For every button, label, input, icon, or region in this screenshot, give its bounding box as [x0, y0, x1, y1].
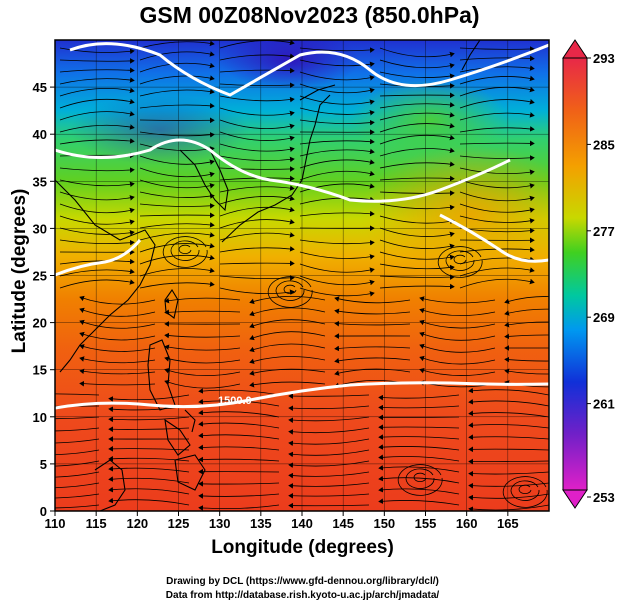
warm-anomaly-ne — [360, 145, 580, 285]
plot-area: 1500.0 — [19, 30, 580, 511]
contour-label-1500: 1500.0 — [218, 395, 252, 407]
x-axis-label: Longitude (degrees) — [0, 537, 605, 559]
x-tick-label: 125 — [168, 516, 190, 531]
y-tick-label: 40 — [33, 127, 47, 142]
cold-anomaly-ne — [350, 80, 510, 160]
y-axis-label: Latitude (degrees) — [9, 181, 31, 361]
colorbar-label: 277 — [593, 224, 615, 239]
colorbar-label: 253 — [593, 490, 615, 505]
x-tick-label: 160 — [456, 516, 478, 531]
colorbar: 293 285 277 269 261 253 — [563, 40, 615, 508]
colorbar-labels: 293 285 277 269 261 253 — [587, 51, 615, 505]
colorbar-bottom-arrow — [563, 490, 587, 508]
x-tick-label: 165 — [497, 516, 519, 531]
colorbar-label: 285 — [593, 137, 615, 152]
page-title: GSM 00Z08Nov2023 (850.0hPa) — [0, 2, 619, 29]
y-tick-label: 20 — [33, 316, 47, 331]
x-tick-label: 135 — [250, 516, 272, 531]
x-tick-label: 110 — [45, 516, 66, 531]
y-tick-labels: 0 5 10 15 20 25 30 35 40 45 — [33, 80, 55, 519]
y-tick-label: 30 — [33, 221, 47, 236]
colorbar-label: 293 — [593, 51, 615, 66]
x-tick-label: 120 — [126, 516, 148, 531]
colorbar-ramp — [563, 58, 587, 490]
y-tick-label: 25 — [33, 269, 47, 284]
x-tick-label: 145 — [332, 516, 354, 531]
x-tick-labels: 110 115 120 125 130 135 140 145 150 155 160 165 — [45, 511, 519, 531]
y-tick-label: 10 — [33, 410, 47, 425]
x-tick-label: 115 — [86, 516, 107, 531]
x-tick-label: 150 — [373, 516, 395, 531]
y-tick-label: 0 — [40, 504, 47, 519]
y-tick-label: 35 — [33, 174, 47, 189]
credit-drawing: Drawing by DCL (https://www.gfd-dennou.o… — [0, 576, 605, 587]
cold-core-west — [70, 95, 250, 165]
y-tick-label: 5 — [40, 457, 47, 472]
credit-data: Data from http://database.rish.kyoto-u.a… — [0, 590, 605, 601]
x-tick-label: 130 — [209, 516, 231, 531]
y-tick-label: 45 — [33, 80, 47, 95]
colorbar-label: 269 — [593, 310, 615, 325]
y-tick-label: 15 — [33, 363, 47, 378]
x-tick-label: 155 — [415, 516, 437, 531]
x-tick-label: 140 — [291, 516, 313, 531]
colorbar-top-arrow — [563, 40, 587, 58]
colorbar-label: 261 — [593, 397, 615, 412]
